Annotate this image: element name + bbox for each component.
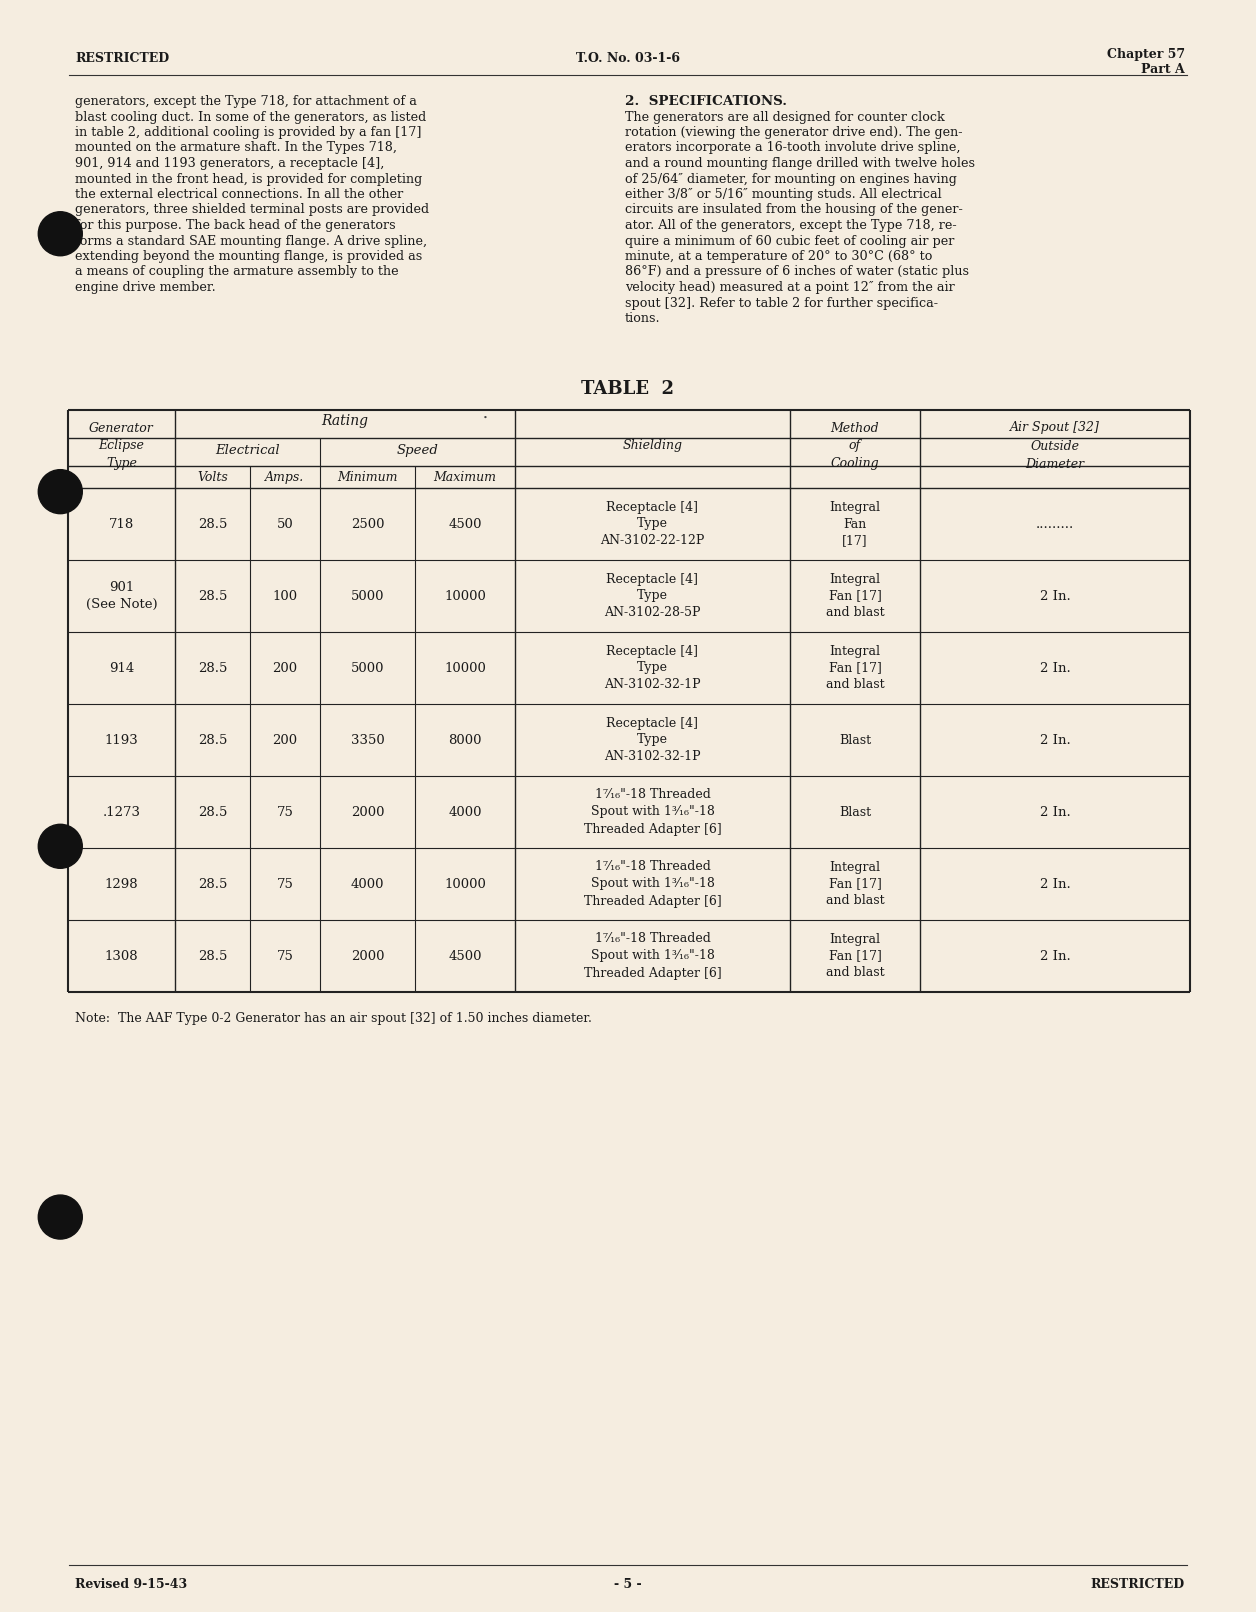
Text: quire a minimum of 60 cubic feet of cooling air per: quire a minimum of 60 cubic feet of cool…: [625, 234, 955, 248]
Text: 5000: 5000: [350, 661, 384, 674]
Text: 5000: 5000: [350, 590, 384, 603]
Text: 1⁷⁄₁₆"-18 Threaded
Spout with 1³⁄₁₆"-18
Threaded Adapter [6]: 1⁷⁄₁₆"-18 Threaded Spout with 1³⁄₁₆"-18 …: [584, 932, 721, 980]
Text: Shielding: Shielding: [623, 440, 682, 453]
Text: 1⁷⁄₁₆"-18 Threaded
Spout with 1³⁄₁₆"-18
Threaded Adapter [6]: 1⁷⁄₁₆"-18 Threaded Spout with 1³⁄₁₆"-18 …: [584, 861, 721, 908]
Text: forms a standard SAE mounting flange. A drive spline,: forms a standard SAE mounting flange. A …: [75, 234, 427, 248]
Text: 50: 50: [276, 517, 294, 530]
Text: 1193: 1193: [104, 733, 138, 746]
Text: 4500: 4500: [448, 517, 482, 530]
Text: TABLE  2: TABLE 2: [582, 380, 674, 398]
Text: - 5 -: - 5 -: [614, 1578, 642, 1591]
Text: Integral
Fan [17]
and blast: Integral Fan [17] and blast: [825, 645, 884, 692]
Text: tions.: tions.: [625, 313, 661, 326]
Text: circuits are insulated from the housing of the gener-: circuits are insulated from the housing …: [625, 203, 963, 216]
Text: either 3/8″ or 5/16″ mounting studs. All electrical: either 3/8″ or 5/16″ mounting studs. All…: [625, 189, 942, 202]
Text: 28.5: 28.5: [197, 590, 227, 603]
Text: Blast: Blast: [839, 733, 872, 746]
Text: 2 In.: 2 In.: [1040, 949, 1070, 962]
Text: mounted on the armature shaft. In the Types 718,: mounted on the armature shaft. In the Ty…: [75, 142, 397, 155]
Text: Volts: Volts: [197, 471, 227, 484]
Text: 1308: 1308: [104, 949, 138, 962]
Text: Integral
Fan [17]
and blast: Integral Fan [17] and blast: [825, 861, 884, 908]
Circle shape: [38, 824, 83, 869]
Text: spout [32]. Refer to table 2 for further specifica-: spout [32]. Refer to table 2 for further…: [625, 297, 938, 310]
Text: 86°F) and a pressure of 6 inches of water (static plus: 86°F) and a pressure of 6 inches of wate…: [625, 266, 968, 279]
Text: in table 2, additional cooling is provided by a fan [17]: in table 2, additional cooling is provid…: [75, 126, 422, 139]
Text: Maximum: Maximum: [433, 471, 496, 484]
Text: 10000: 10000: [445, 590, 486, 603]
Text: 100: 100: [273, 590, 298, 603]
Text: Receptacle [4]
Type
AN-3102-32-1P: Receptacle [4] Type AN-3102-32-1P: [604, 645, 701, 692]
Text: 200: 200: [273, 733, 298, 746]
Text: Blast: Blast: [839, 806, 872, 819]
Text: 901, 914 and 1193 generators, a receptacle [4],: 901, 914 and 1193 generators, a receptac…: [75, 156, 384, 169]
Text: Amps.: Amps.: [265, 471, 305, 484]
Text: 28.5: 28.5: [197, 877, 227, 890]
Text: engine drive member.: engine drive member.: [75, 280, 216, 293]
Text: 2000: 2000: [350, 806, 384, 819]
Text: of 25/64″ diameter, for mounting on engines having: of 25/64″ diameter, for mounting on engi…: [625, 172, 957, 185]
Text: .1273: .1273: [103, 806, 141, 819]
Circle shape: [38, 1194, 83, 1240]
Text: 28.5: 28.5: [197, 733, 227, 746]
Text: 28.5: 28.5: [197, 806, 227, 819]
Text: Receptacle [4]
Type
AN-3102-28-5P: Receptacle [4] Type AN-3102-28-5P: [604, 572, 701, 619]
Text: 2000: 2000: [350, 949, 384, 962]
Text: Integral
Fan [17]
and blast: Integral Fan [17] and blast: [825, 572, 884, 619]
Text: 2 In.: 2 In.: [1040, 661, 1070, 674]
Text: 4000: 4000: [350, 877, 384, 890]
Text: a means of coupling the armature assembly to the: a means of coupling the armature assembl…: [75, 266, 398, 279]
Text: 200: 200: [273, 661, 298, 674]
Text: Receptacle [4]
Type
AN-3102-32-1P: Receptacle [4] Type AN-3102-32-1P: [604, 716, 701, 764]
Text: Speed: Speed: [397, 443, 438, 456]
Circle shape: [38, 211, 83, 256]
Text: .........: .........: [1036, 517, 1074, 530]
Text: RESTRICTED: RESTRICTED: [75, 52, 170, 64]
Text: Electrical: Electrical: [215, 443, 280, 456]
Text: 2 In.: 2 In.: [1040, 590, 1070, 603]
Text: 28.5: 28.5: [197, 517, 227, 530]
Text: the external electrical connections. In all the other: the external electrical connections. In …: [75, 189, 403, 202]
Text: Integral
Fan
[17]: Integral Fan [17]: [829, 500, 880, 548]
Text: 10000: 10000: [445, 661, 486, 674]
Text: •: •: [482, 414, 487, 422]
Text: Integral
Fan [17]
and blast: Integral Fan [17] and blast: [825, 932, 884, 980]
Text: Rating: Rating: [322, 414, 368, 429]
Text: Generator
Eclipse
Type: Generator Eclipse Type: [89, 421, 154, 471]
Text: 914: 914: [109, 661, 134, 674]
Text: 4000: 4000: [448, 806, 482, 819]
Text: T.O. No. 03-1-6: T.O. No. 03-1-6: [577, 52, 679, 64]
Text: 28.5: 28.5: [197, 949, 227, 962]
Text: 2 In.: 2 In.: [1040, 733, 1070, 746]
Text: 75: 75: [276, 877, 294, 890]
Text: 2 In.: 2 In.: [1040, 806, 1070, 819]
Text: Minimum: Minimum: [338, 471, 398, 484]
Text: 75: 75: [276, 949, 294, 962]
Text: 3350: 3350: [350, 733, 384, 746]
Text: extending beyond the mounting flange, is provided as: extending beyond the mounting flange, is…: [75, 250, 422, 263]
Text: 8000: 8000: [448, 733, 482, 746]
Text: 718: 718: [109, 517, 134, 530]
Text: blast cooling duct. In some of the generators, as listed: blast cooling duct. In some of the gener…: [75, 111, 426, 124]
Text: Part A: Part A: [1142, 63, 1184, 76]
Text: Air Spout [32]
Outside
Diameter: Air Spout [32] Outside Diameter: [1010, 421, 1100, 471]
Text: 2500: 2500: [350, 517, 384, 530]
Text: 2 In.: 2 In.: [1040, 877, 1070, 890]
Text: Revised 9-15-43: Revised 9-15-43: [75, 1578, 187, 1591]
Circle shape: [38, 469, 83, 514]
Text: 28.5: 28.5: [197, 661, 227, 674]
Text: 1298: 1298: [104, 877, 138, 890]
Text: erators incorporate a 16-tooth involute drive spline,: erators incorporate a 16-tooth involute …: [625, 142, 961, 155]
Text: Method
of
Cooling: Method of Cooling: [830, 421, 879, 471]
Text: RESTRICTED: RESTRICTED: [1091, 1578, 1184, 1591]
Text: mounted in the front head, is provided for completing: mounted in the front head, is provided f…: [75, 172, 422, 185]
Text: minute, at a temperature of 20° to 30°C (68° to: minute, at a temperature of 20° to 30°C …: [625, 250, 932, 263]
Text: ator. All of the generators, except the Type 718, re-: ator. All of the generators, except the …: [625, 219, 957, 232]
Text: Receptacle [4]
Type
AN-3102-22-12P: Receptacle [4] Type AN-3102-22-12P: [600, 500, 705, 548]
Text: 2.  SPECIFICATIONS.: 2. SPECIFICATIONS.: [625, 95, 788, 108]
Text: generators, except the Type 718, for attachment of a: generators, except the Type 718, for att…: [75, 95, 417, 108]
Text: 4500: 4500: [448, 949, 482, 962]
Text: 75: 75: [276, 806, 294, 819]
Text: generators, three shielded terminal posts are provided: generators, three shielded terminal post…: [75, 203, 430, 216]
Text: 901
(See Note): 901 (See Note): [85, 580, 157, 611]
